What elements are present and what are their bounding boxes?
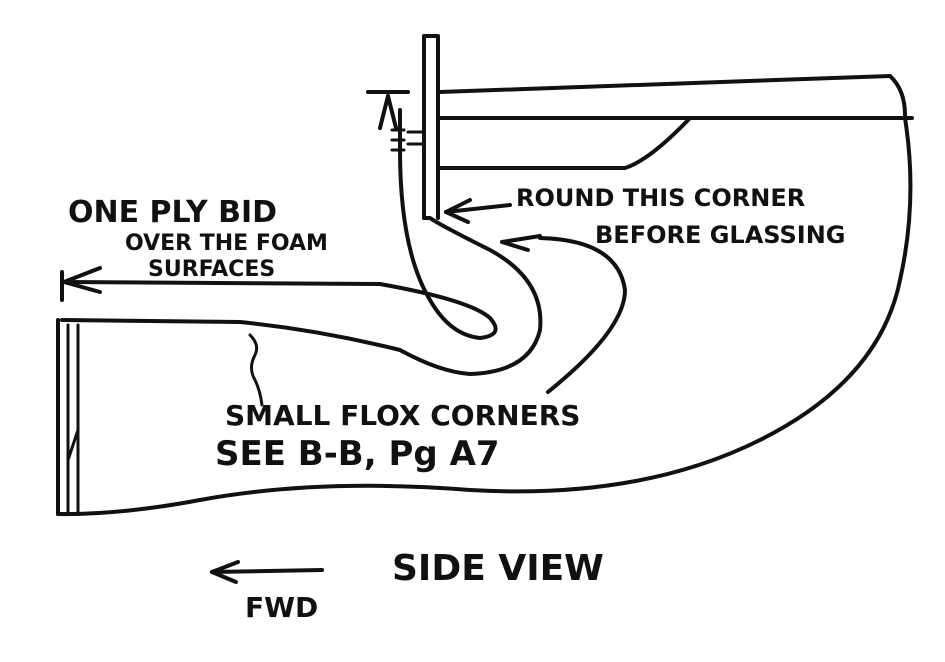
label-round-line1: ROUND THIS CORNER [516, 184, 805, 212]
flox-leader-curve [500, 234, 627, 394]
label-flox-line2: SEE B-B, Pg A7 [215, 434, 500, 474]
ply-leader-arrow [60, 266, 102, 302]
label-view-title: SIDE VIEW [392, 548, 604, 589]
flox-squiggle [248, 333, 264, 407]
bulkhead-plate [422, 34, 440, 220]
label-fwd: FWD [245, 591, 318, 624]
label-round-line2: BEFORE GLASSING [595, 221, 846, 249]
label-ply-line3: SURFACES [148, 257, 275, 282]
label-flox-line1: SMALL FLOX CORNERS [225, 399, 580, 432]
forward-plate [56, 318, 80, 516]
up-arrow [366, 90, 424, 152]
fwd-arrow [210, 560, 324, 584]
label-ply-line2: OVER THE FOAM [125, 231, 328, 256]
upper-structure [438, 74, 914, 170]
body-outline [56, 116, 913, 517]
label-ply-line1: ONE PLY BID [68, 195, 277, 230]
round-corner-arrow [444, 198, 512, 224]
